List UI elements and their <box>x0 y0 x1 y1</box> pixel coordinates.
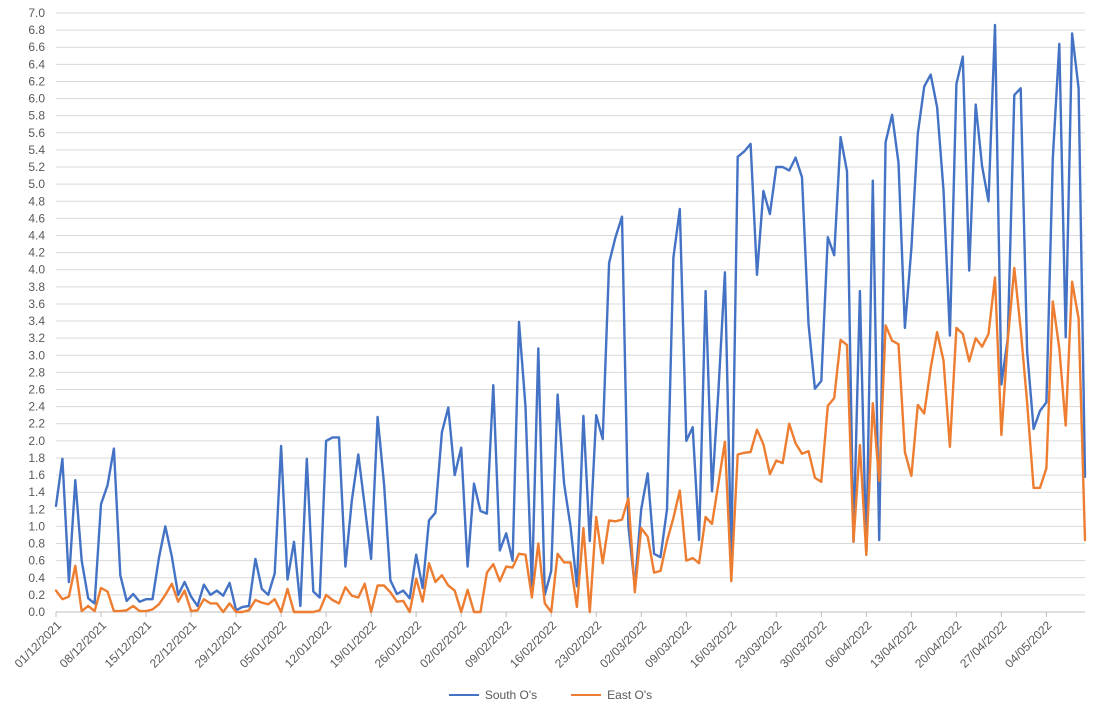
series-line-east <box>54 266 1087 614</box>
x-tick-label: 13/04/2022 <box>867 618 920 671</box>
y-tick-label: 5.4 <box>28 143 45 157</box>
x-tick-label: 06/04/2022 <box>822 618 875 671</box>
y-tick-label: 0.0 <box>28 605 45 619</box>
y-tick-label: 0.4 <box>28 571 45 585</box>
y-tick-label: 5.6 <box>28 126 45 140</box>
legend-label-south: South O's <box>484 688 538 702</box>
y-tick-label: 6.8 <box>28 23 45 37</box>
y-tick-label: 1.0 <box>28 519 45 533</box>
legend-label-east: East O's <box>607 688 653 702</box>
y-tick-label: 4.0 <box>28 263 45 277</box>
x-tick-label: 12/01/2022 <box>282 618 335 671</box>
y-tick-label: 5.0 <box>28 177 45 191</box>
legend: South O's East O's <box>0 688 1101 702</box>
x-tick-label: 16/03/2022 <box>687 618 740 671</box>
series-lines <box>54 23 1087 614</box>
x-tick-label: 01/12/2021 <box>12 618 65 671</box>
y-tick-label: 3.6 <box>28 297 45 311</box>
y-tick-label: 1.4 <box>28 485 45 499</box>
y-tick-label: 4.2 <box>28 246 45 260</box>
y-tick-label: 6.4 <box>28 57 45 71</box>
y-tick-label: 5.2 <box>28 160 45 174</box>
y-tick-label: 7.0 <box>28 6 45 20</box>
y-tick-label: 3.4 <box>28 314 45 328</box>
x-tick-label: 23/02/2022 <box>552 618 605 671</box>
y-tick-label: 2.4 <box>28 400 45 414</box>
y-tick-label: 4.8 <box>28 194 45 208</box>
x-tick-label: 20/04/2022 <box>912 618 965 671</box>
y-tick-label: 4.4 <box>28 228 45 242</box>
legend-swatch-south <box>448 694 479 696</box>
y-tick-label: 0.6 <box>28 554 45 568</box>
y-tick-label: 4.6 <box>28 211 45 225</box>
x-tick-label: 23/03/2022 <box>732 618 785 671</box>
y-tick-label: 2.8 <box>28 365 45 379</box>
x-tick-label: 09/02/2022 <box>462 618 515 671</box>
x-tick-label: 05/01/2022 <box>237 618 290 671</box>
legend-item-east: East O's <box>571 688 652 702</box>
x-tick-label: 15/12/2021 <box>102 618 155 671</box>
x-tick-label: 27/04/2022 <box>957 618 1010 671</box>
y-tick-label: 5.8 <box>28 109 45 123</box>
legend-swatch-east <box>571 694 602 696</box>
x-tick-label: 02/02/2022 <box>417 618 470 671</box>
x-tick-label: 30/03/2022 <box>777 618 830 671</box>
x-tick-label: 02/03/2022 <box>597 618 650 671</box>
y-tick-label: 3.2 <box>28 331 45 345</box>
y-tick-label: 6.2 <box>28 74 45 88</box>
y-tick-label: 1.6 <box>28 468 45 482</box>
series-line-south <box>54 23 1087 612</box>
legend-item-south: South O's <box>448 688 538 702</box>
y-tick-label: 6.0 <box>28 92 45 106</box>
gridlines <box>56 12 1085 613</box>
x-tick-label: 26/01/2022 <box>372 618 425 671</box>
x-tick-label: 22/12/2021 <box>147 618 200 671</box>
y-tick-label: 1.2 <box>28 502 45 516</box>
x-tick-label: 29/12/2021 <box>192 618 245 671</box>
x-tick-label: 04/05/2022 <box>1002 618 1055 671</box>
y-tick-label: 2.6 <box>28 383 45 397</box>
x-tick-label: 16/02/2022 <box>507 618 560 671</box>
x-axis-tick-labels: 01/12/202108/12/202115/12/202122/12/2021… <box>12 612 1055 671</box>
y-tick-label: 2.0 <box>28 434 45 448</box>
x-tick-label: 09/03/2022 <box>642 618 695 671</box>
x-tick-label: 19/01/2022 <box>327 618 380 671</box>
y-tick-label: 0.2 <box>28 588 45 602</box>
y-tick-label: 6.6 <box>28 40 45 54</box>
y-tick-label: 2.2 <box>28 417 45 431</box>
y-tick-label: 0.8 <box>28 537 45 551</box>
y-tick-label: 3.0 <box>28 348 45 362</box>
y-tick-label: 1.8 <box>28 451 45 465</box>
y-axis-tick-labels: 0.0 0.2 0.4 0.6 0.8 1.0 1.2 1.4 1.6 1.8 2.0 2.2 2.4 2… <box>28 6 45 619</box>
x-tick-label: 08/12/2021 <box>57 618 110 671</box>
y-tick-label: 3.8 <box>28 280 45 294</box>
